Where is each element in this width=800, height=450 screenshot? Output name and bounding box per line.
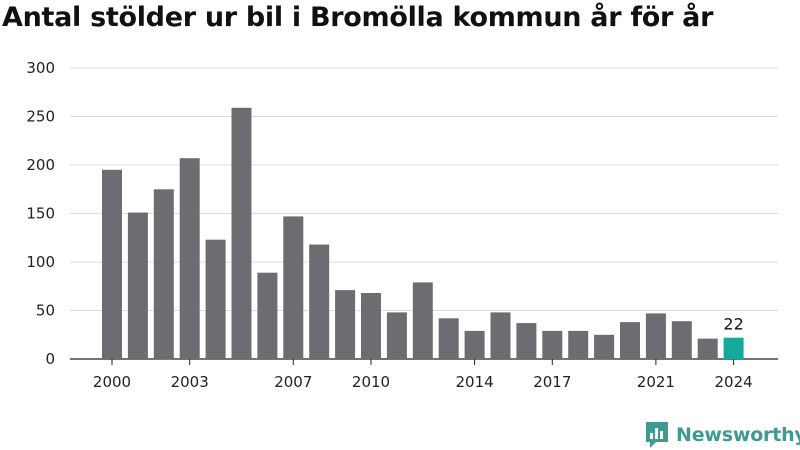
x-tick-label: 2017 xyxy=(533,373,571,391)
x-axis-ticks: 2000 2003 2007 2010 2014 2017 2021 2024 xyxy=(93,359,753,391)
bar-2008 xyxy=(309,244,330,359)
x-tick-label: 2021 xyxy=(637,373,675,391)
bar-2009 xyxy=(335,290,356,359)
x-tick-label: 2024 xyxy=(715,373,753,391)
bar-2024 xyxy=(723,337,744,359)
bar-2023 xyxy=(697,338,718,359)
newsworthy-logo-icon xyxy=(646,422,668,448)
bar-2019 xyxy=(594,334,615,360)
bar-2006 xyxy=(257,272,278,359)
bar-2002 xyxy=(153,189,174,360)
bar-2010 xyxy=(361,293,381,359)
y-tick-label: 0 xyxy=(45,350,55,368)
chart-title: Antal stölder ur bil i Bromölla kommun å… xyxy=(2,2,714,33)
newsworthy-logo: Newsworthy xyxy=(644,420,800,450)
bar-2000 xyxy=(102,169,122,359)
logo-text: Newsworthy xyxy=(676,424,800,446)
bar-2003 xyxy=(179,158,200,359)
bar-2015 xyxy=(490,312,511,359)
data-labels: 22 xyxy=(723,315,743,334)
y-tick-label: 200 xyxy=(26,156,55,174)
bar-2020 xyxy=(620,322,640,359)
y-tick-label: 300 xyxy=(26,59,55,77)
x-tick-label: 2007 xyxy=(274,373,312,391)
bar-2005 xyxy=(231,107,252,359)
x-tick-label: 2000 xyxy=(93,373,131,391)
y-tick-label: 50 xyxy=(36,302,55,320)
bar-2018 xyxy=(568,330,589,359)
x-tick-label: 2003 xyxy=(171,373,209,391)
bars xyxy=(102,107,744,360)
bar-2004 xyxy=(205,239,226,359)
bar-2022 xyxy=(671,321,692,359)
y-tick-label: 250 xyxy=(26,108,55,126)
bar-2007 xyxy=(283,216,304,359)
bar-2016 xyxy=(516,323,537,359)
bar-2021 xyxy=(645,313,666,359)
data-label: 22 xyxy=(723,315,743,334)
bar-2017 xyxy=(542,330,563,359)
y-tick-label: 150 xyxy=(26,205,55,223)
x-tick-label: 2014 xyxy=(456,373,494,391)
y-tick-label: 100 xyxy=(26,253,55,271)
y-axis-ticks: 0 50 100 150 200 250 300 xyxy=(26,59,55,368)
bar-2001 xyxy=(127,212,148,359)
bar-2011 xyxy=(386,312,407,359)
bar-2014 xyxy=(464,330,485,359)
bar-2012 xyxy=(412,282,433,359)
x-tick-label: 2010 xyxy=(352,373,390,391)
bar-2013 xyxy=(438,318,459,359)
